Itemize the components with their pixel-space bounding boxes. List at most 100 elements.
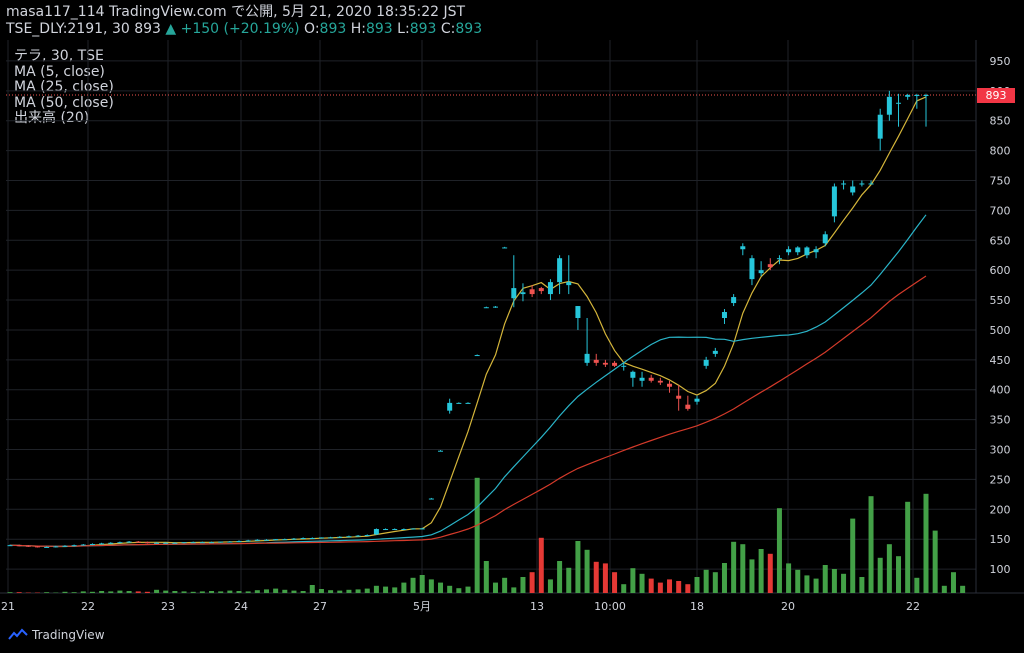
y-tick-label: 550: [990, 294, 1011, 307]
volume-bar: [273, 588, 279, 593]
volume-bar: [154, 589, 160, 593]
candle-body: [438, 450, 444, 452]
volume-bar: [89, 591, 95, 593]
volume-bar: [181, 591, 187, 593]
candle-body: [758, 270, 764, 274]
candle-body: [190, 542, 196, 544]
x-tick-label: 10:00: [594, 600, 626, 613]
legend-series[interactable]: テラ, 30, TSE: [14, 48, 104, 64]
symbol-line: TSE_DLY:2191, 30 893 ▲ +150 (+20.19%) O:…: [6, 21, 482, 38]
x-tick-label: 20: [781, 600, 795, 613]
candle-body: [786, 249, 792, 253]
legend-ma5[interactable]: MA (5, close): [14, 63, 105, 80]
volume-bar: [236, 591, 242, 593]
candle-body: [383, 529, 389, 531]
candle-body: [282, 539, 288, 541]
volume-bar: [318, 589, 324, 593]
candle-body: [328, 537, 334, 539]
volume-bar: [373, 585, 379, 593]
volume-bar: [62, 591, 68, 593]
candle-body: [749, 258, 755, 280]
volume-bar: [16, 592, 22, 593]
volume-bar: [868, 496, 874, 593]
volume-bar: [199, 591, 205, 593]
volume-bar: [602, 563, 608, 593]
high-label: H:: [350, 21, 366, 37]
volume-bar: [447, 585, 453, 593]
candle-body: [502, 247, 508, 249]
volume-bar: [520, 577, 526, 593]
footer-branding: TradingView: [8, 628, 105, 642]
candle-body: [126, 541, 132, 543]
volume-bar: [575, 541, 581, 593]
candle-body: [850, 186, 856, 193]
volume-bar: [483, 561, 489, 593]
volume-bar: [254, 590, 260, 593]
candle-body: [721, 312, 727, 318]
candle-body: [300, 537, 306, 539]
legend-volume[interactable]: 出来高 (20): [14, 110, 90, 126]
y-tick-label: 450: [990, 354, 1011, 367]
volume-bar: [841, 573, 847, 593]
volume-bar: [905, 501, 911, 593]
candle-body: [364, 535, 370, 537]
candle-body: [648, 377, 654, 381]
y-tick-label: 500: [990, 324, 1011, 337]
candle-body: [154, 542, 160, 544]
candle-body: [144, 542, 150, 544]
y-tick-label: 750: [990, 174, 1011, 187]
volume-bar: [630, 568, 636, 593]
volume-bar: [859, 577, 865, 593]
volume-bar: [163, 590, 169, 593]
volume-bar: [438, 582, 444, 593]
candle-body: [163, 542, 169, 544]
price-change: +150 (+20.19%): [180, 21, 300, 37]
up-arrow-icon: ▲: [165, 21, 177, 37]
volume-bar: [685, 584, 691, 593]
candle-body: [575, 306, 581, 318]
volume-bar: [218, 591, 224, 593]
open-value: 893: [319, 21, 347, 37]
candle-body: [254, 539, 260, 541]
y-tick-label: 800: [990, 145, 1011, 158]
candle-body: [877, 114, 883, 139]
volume-bar: [731, 541, 737, 593]
ma50-line: [9, 275, 927, 547]
candle-body: [456, 402, 462, 404]
legend-ma50[interactable]: MA (50, close): [14, 94, 114, 111]
candle-body: [822, 234, 828, 244]
x-tick-label: 27: [313, 600, 327, 613]
candle-body: [71, 545, 77, 547]
x-tick-label: 22: [906, 600, 920, 613]
volume-bar: [786, 563, 792, 593]
volume-bar: [767, 553, 773, 593]
candle-body: [263, 539, 269, 541]
volume-bar: [547, 579, 553, 593]
y-tick-label: 850: [990, 115, 1011, 128]
volume-bar: [291, 590, 297, 593]
candle-body: [227, 541, 233, 543]
candle-body: [117, 542, 123, 544]
candle-body: [612, 362, 618, 366]
price-chart[interactable]: 100 150 200 250 300 350 400 450 500 550 600 650 700 7…: [0, 40, 1024, 628]
volume-bar: [364, 588, 370, 593]
candle-body: [135, 541, 141, 543]
candle-body: [80, 544, 86, 546]
candle-body: [676, 395, 682, 399]
candle-body: [428, 498, 434, 500]
candle-body: [914, 95, 920, 97]
x-tick-label: 18: [690, 600, 704, 613]
volume-bar: [776, 508, 782, 593]
candle-body: [291, 538, 297, 540]
candle-body: [731, 297, 737, 304]
candle-body: [685, 404, 691, 409]
volume-bar: [135, 591, 141, 593]
volume-bar: [80, 591, 86, 593]
candle-body: [740, 246, 746, 250]
low-value: 893: [409, 21, 437, 37]
candle-body: [7, 545, 13, 547]
volume-bar: [703, 569, 709, 593]
open-label: O:: [304, 21, 320, 37]
chart-header: masa117_114 TradingView.com で公開, 5月 21, …: [6, 4, 482, 38]
volume-bar: [7, 592, 13, 593]
